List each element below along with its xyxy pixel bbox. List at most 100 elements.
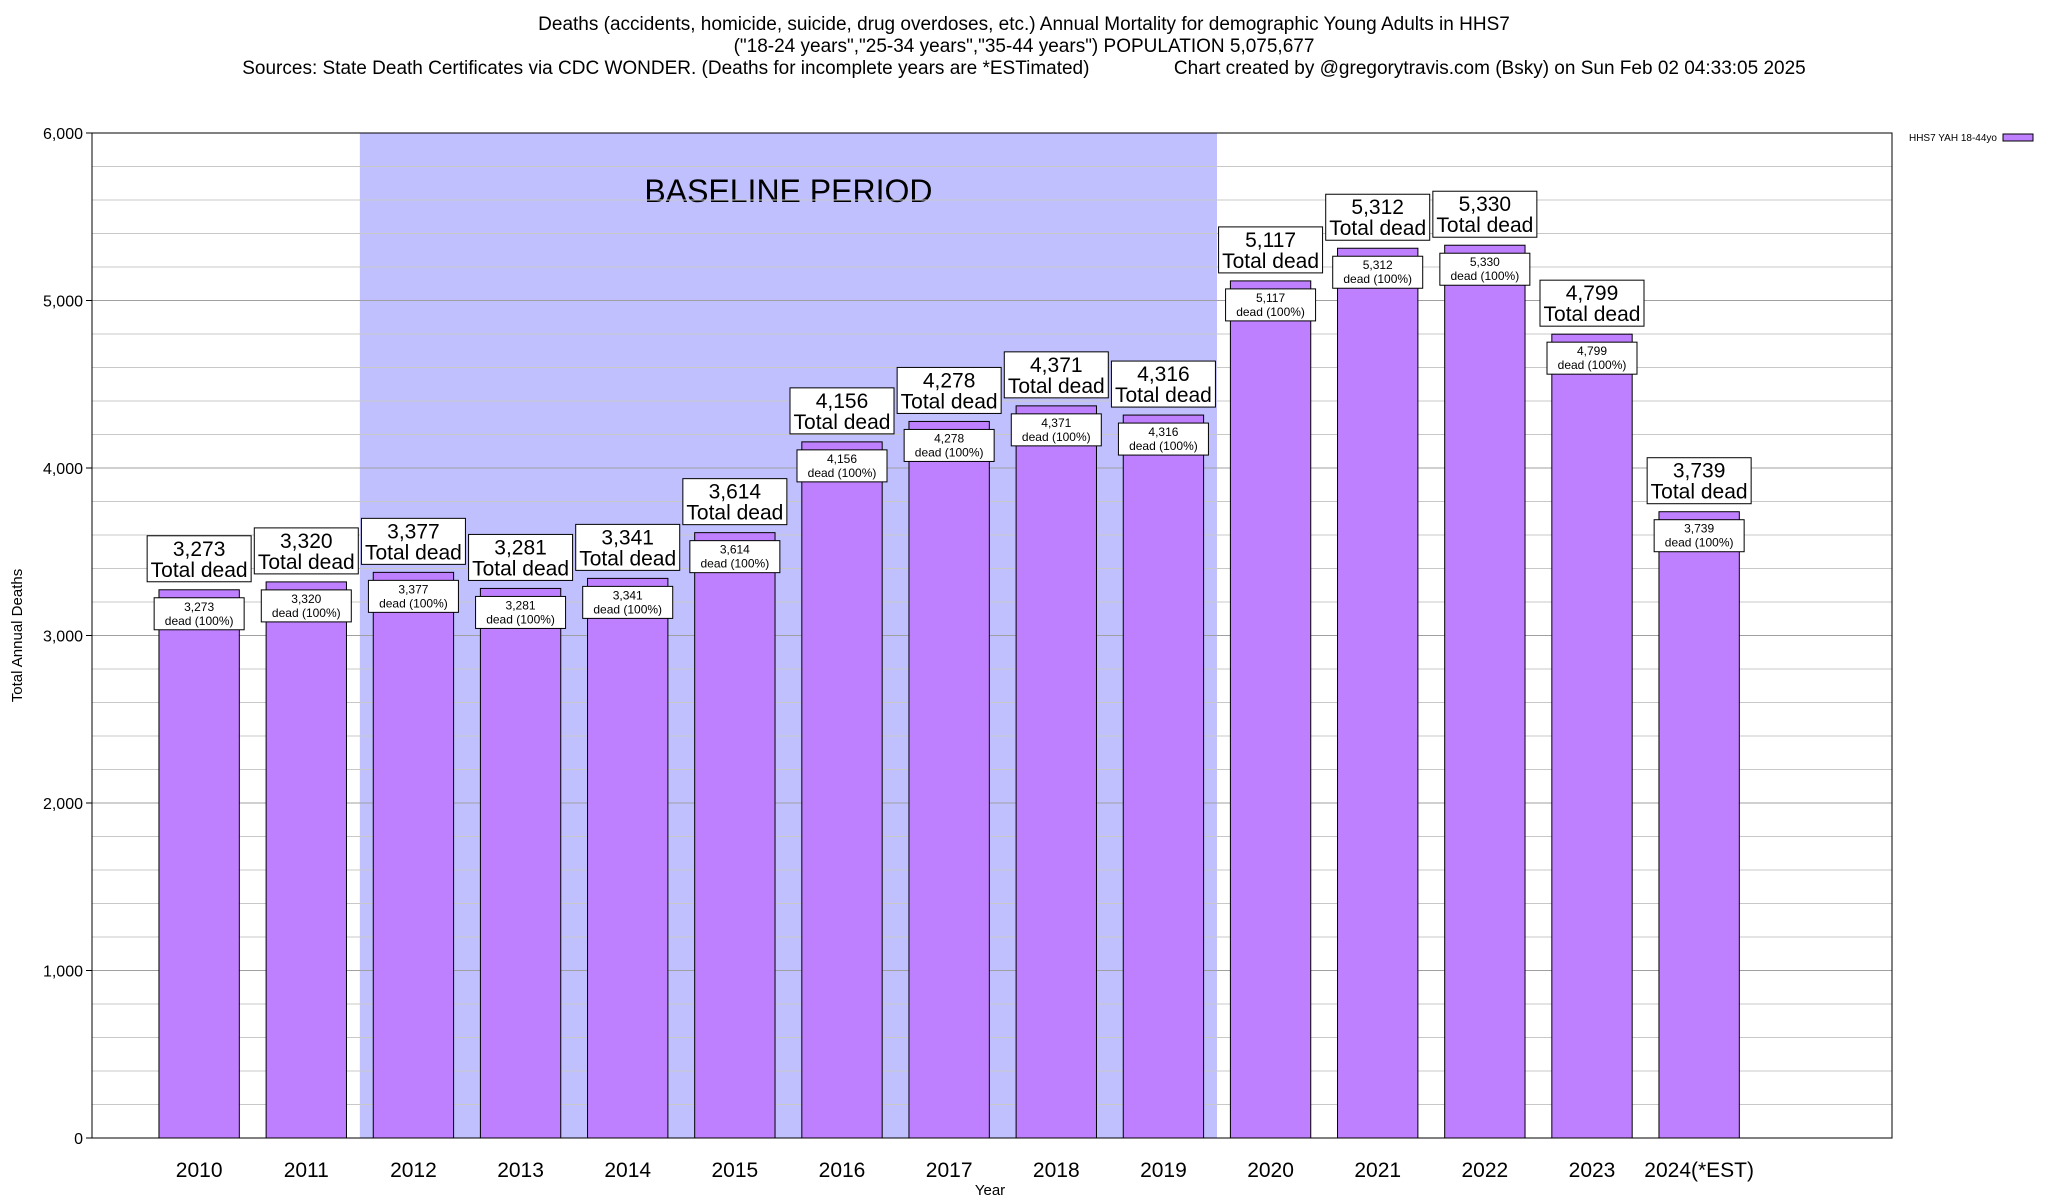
y-tick-label: 1,000 [43, 964, 83, 981]
inner-label-value: 4,278 [934, 431, 964, 445]
x-tick-label: 2011 [284, 1159, 329, 1182]
x-tick-label: 2014 [604, 1159, 651, 1182]
inner-label-box [1546, 341, 1638, 375]
y-axis-title: Total Annual Deaths [9, 569, 26, 702]
top-label-text: Total dead [1222, 250, 1319, 273]
top-label-value: 5,330 [1459, 193, 1512, 216]
top-label-value: 3,377 [387, 520, 440, 543]
x-axis-title: Year [975, 1182, 1005, 1199]
top-label-value: 5,117 [1245, 229, 1296, 252]
top-label-box [896, 366, 1002, 414]
bar-2013 [479, 587, 562, 1139]
top-label-text: Total dead [686, 502, 783, 525]
inner-label-value: 3,281 [506, 598, 536, 612]
inner-label-text: dead (100%) [1450, 269, 1519, 283]
top-label-text: Total dead [1008, 375, 1105, 398]
inner-label-box [1010, 413, 1102, 447]
inner-label-box [367, 579, 459, 613]
top-label-box [360, 517, 466, 565]
chart-title: Deaths (accidents, homicide, suicide, dr… [0, 14, 2048, 80]
inner-label-text: dead (100%) [1343, 272, 1412, 286]
bar-2012 [372, 571, 455, 1139]
top-label-value: 4,316 [1137, 363, 1190, 386]
inner-label-box [1332, 255, 1424, 289]
inner-label-text: dead (100%) [1665, 536, 1734, 550]
inner-label-text: dead (100%) [379, 596, 448, 610]
inner-label-value: 3,320 [291, 592, 321, 606]
y-tick-label: 2,000 [43, 796, 83, 813]
top-label-value: 4,799 [1566, 282, 1619, 305]
top-label-box [575, 523, 681, 571]
top-label-box [1218, 226, 1324, 274]
inner-label-box [689, 540, 781, 574]
top-label-box [1432, 190, 1538, 238]
inner-label-text: dead (100%) [700, 557, 769, 571]
inner-label-box [582, 585, 674, 619]
bar-2020 [1229, 280, 1312, 1139]
top-label-text: Total dead [151, 559, 248, 582]
top-label-value: 3,614 [709, 481, 762, 504]
top-label-text: Total dead [1115, 384, 1212, 407]
top-label-value: 4,371 [1030, 354, 1083, 377]
inner-label-value: 3,273 [184, 600, 214, 614]
inner-label-text: dead (100%) [165, 614, 234, 628]
top-label-text: Total dead [901, 390, 998, 413]
inner-label-text: dead (100%) [1558, 358, 1627, 372]
baseline-period-label: BASELINE PERIOD [644, 173, 932, 209]
bar-2016 [801, 441, 883, 1139]
inner-label-text: dead (100%) [272, 606, 341, 620]
bar-2011 [265, 581, 347, 1139]
bar-2024(*EST) [1658, 511, 1740, 1139]
inner-label-text: dead (100%) [593, 602, 662, 616]
x-tick-label: 2013 [497, 1159, 544, 1182]
inner-label-value: 4,156 [827, 452, 857, 466]
inner-label-value: 4,371 [1041, 416, 1071, 430]
inner-label-value: 4,799 [1577, 344, 1607, 358]
top-label-text: Total dead [1651, 481, 1748, 504]
bar-2019 [1122, 414, 1205, 1139]
inner-label-box [1117, 422, 1209, 456]
top-label-value: 3,320 [280, 530, 333, 553]
inner-label-value: 3,377 [398, 582, 428, 596]
top-label-box [1539, 279, 1645, 327]
title-line-2: ("18-24 years","25-34 years","35-44 year… [733, 36, 1315, 57]
top-label-box [146, 535, 252, 583]
inner-label-value: 3,614 [720, 543, 750, 557]
inner-label-text: dead (100%) [915, 445, 984, 459]
top-label-box [253, 527, 359, 575]
top-label-text: Total dead [258, 551, 355, 574]
inner-label-box [796, 449, 888, 483]
y-tick-label: 3,000 [43, 629, 83, 646]
x-tick-label: 2021 [1354, 1159, 1401, 1182]
inner-label-value: 4,316 [1148, 425, 1178, 439]
top-label-box [1110, 360, 1216, 408]
top-label-box [1325, 193, 1431, 241]
bar-2014 [587, 577, 669, 1139]
x-tick-label: 2010 [176, 1159, 223, 1182]
bar-2021 [1337, 247, 1419, 1139]
top-label-text: Total dead [365, 541, 462, 564]
top-label-value: 3,281 [494, 536, 547, 559]
legend-label: HHS7 YAH 18-44yo [1909, 133, 1997, 144]
x-tick-label: 2012 [390, 1159, 437, 1182]
inner-label-box [475, 595, 567, 629]
inner-label-text: dead (100%) [1022, 430, 1091, 444]
y-tick-label: 5,000 [43, 294, 83, 311]
bar-2023 [1551, 333, 1633, 1139]
bar-2010 [158, 589, 240, 1139]
top-label-text: Total dead [472, 557, 569, 580]
x-tick-label: 2018 [1033, 1159, 1080, 1182]
inner-label-box [153, 597, 245, 631]
legend: HHS7 YAH 18-44yo [1909, 133, 2034, 144]
top-label-box [682, 478, 788, 526]
legend-swatch [2002, 133, 2034, 142]
bar-2015 [694, 532, 776, 1139]
top-label-value: 5,312 [1351, 196, 1404, 219]
axes: 0 1,000 2,000 3,000 4,000 5,000 6,000 2010 2011 2… [9, 126, 1893, 1199]
inner-label-text: dead (100%) [1129, 439, 1198, 453]
top-label-text: Total dead [794, 411, 891, 434]
inner-label-box [1225, 288, 1317, 322]
top-label-text: Total dead [1544, 303, 1641, 326]
inner-label-box [1653, 519, 1745, 553]
x-tick-label: 2023 [1569, 1159, 1616, 1182]
